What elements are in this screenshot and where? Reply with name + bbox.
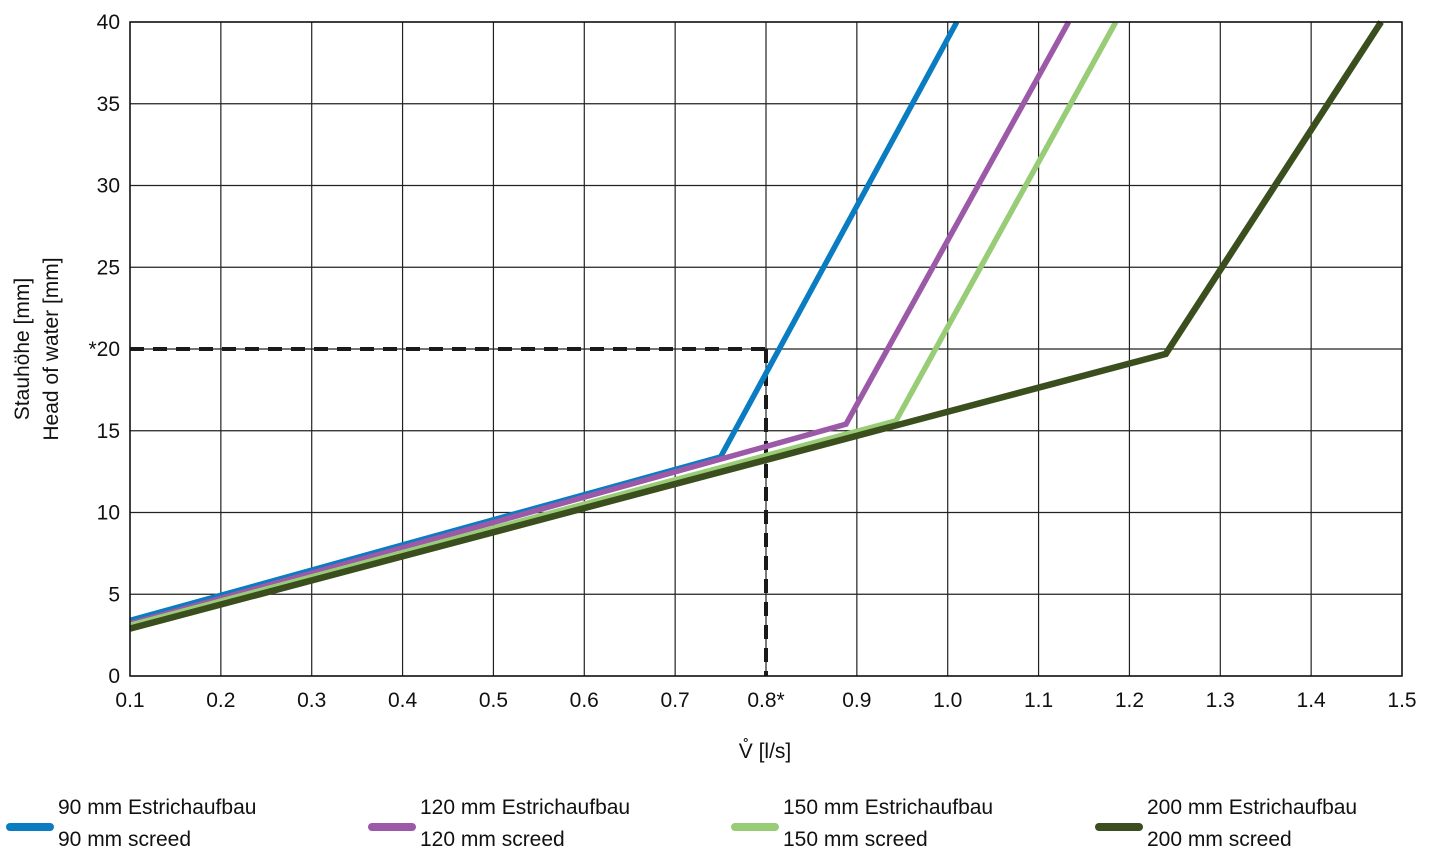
legend-item-4: 200 mm Estrichaufbau 200 mm screed — [1095, 796, 1357, 851]
y-axis-title-de: Stauhöhe [mm] — [11, 278, 34, 420]
legend-label: 120 mm Estrichaufbau — [420, 796, 630, 819]
x-axis-title: V̊ [l/s] — [739, 739, 792, 763]
x-tick-label: 0.4 — [388, 689, 418, 712]
x-tick-label: 1.4 — [1297, 689, 1327, 712]
x-tick-label: 0.2 — [206, 689, 235, 712]
x-tick-label: 1.2 — [1115, 689, 1144, 712]
legend: 90 mm Estrichaufbau 90 mm screed 120 mm Es… — [6, 796, 1357, 851]
series-line-1 — [129, 20, 960, 624]
y-tick-label: 5 — [108, 583, 120, 606]
y-tick-label: 15 — [97, 420, 120, 443]
legend-label-en: 90 mm screed — [58, 828, 191, 851]
series-line-4 — [129, 20, 1384, 632]
x-tick-label: 0.9 — [842, 689, 871, 712]
legend-label: 150 mm Estrichaufbau — [783, 796, 993, 819]
plot-frame — [129, 21, 1403, 677]
x-tick-labels: 0.1 0.2 0.3 0.4 0.5 0.6 0.7 0.8* 0.9 1.0 1.1 1.2 1.3… — [115, 689, 1416, 712]
legend-item-2: 120 mm Estrichaufbau 120 mm screed — [368, 796, 630, 851]
x-tick-label: 0.7 — [661, 689, 690, 712]
x-tick-label: 0.5 — [479, 689, 508, 712]
y-tick-label: 35 — [97, 93, 120, 116]
legend-label: 90 mm Estrichaufbau — [58, 796, 256, 819]
reference-lines — [130, 347, 768, 676]
legend-label: 200 mm Estrichaufbau — [1147, 796, 1357, 819]
y-tick-label: 10 — [97, 502, 120, 525]
x-tick-label: 0.8* — [747, 689, 784, 712]
x-tick-label: 0.3 — [297, 689, 326, 712]
series-lines — [129, 20, 1384, 632]
legend-label-en: 150 mm screed — [783, 828, 928, 851]
x-tick-label: 0.1 — [115, 689, 144, 712]
series-line-3 — [129, 20, 1119, 628]
x-tick-label: 1.0 — [933, 689, 962, 712]
y-tick-label: 40 — [97, 11, 120, 34]
legend-item-1: 90 mm Estrichaufbau 90 mm screed — [6, 796, 256, 851]
y-tick-label: 0 — [108, 665, 120, 688]
legend-label-en: 200 mm screed — [1147, 828, 1292, 851]
y-axis-title-en: Head of water [mm] — [40, 257, 63, 440]
series-line-2 — [129, 20, 1072, 627]
y-tick-label: *20 — [88, 338, 120, 361]
x-tick-label: 1.5 — [1387, 689, 1416, 712]
x-tick-label: 1.1 — [1024, 689, 1053, 712]
y-tick-label: 25 — [97, 256, 120, 279]
y-tick-label: 30 — [97, 175, 120, 198]
legend-item-3: 150 mm Estrichaufbau 150 mm screed — [731, 796, 993, 851]
x-tick-label: 0.6 — [570, 689, 599, 712]
x-tick-label: 1.3 — [1206, 689, 1235, 712]
y-tick-labels: 0 5 10 15 *20 25 30 35 40 — [88, 11, 120, 688]
legend-label-en: 120 mm screed — [420, 828, 565, 851]
